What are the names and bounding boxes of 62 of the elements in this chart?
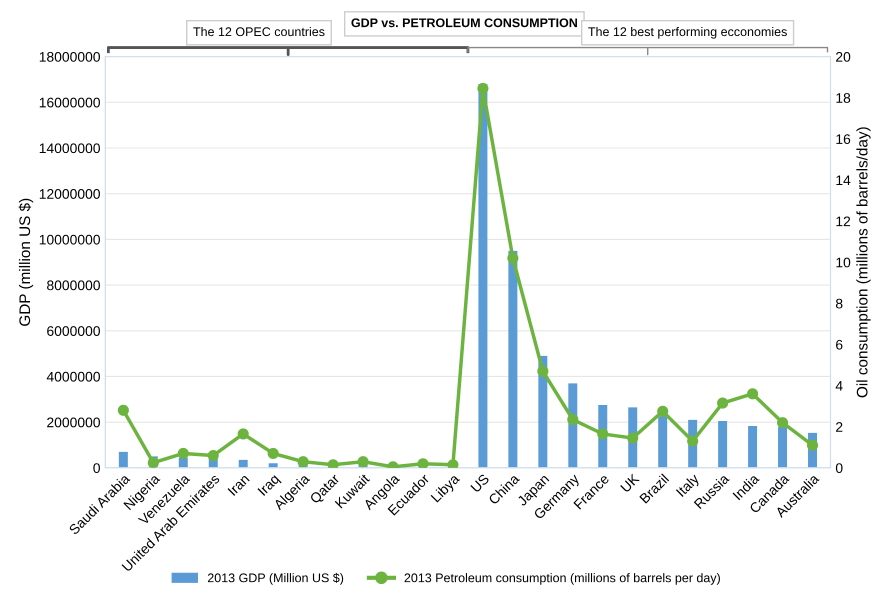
point [358, 456, 369, 468]
y2-tick-label: 8 [836, 298, 842, 309]
point [717, 398, 728, 409]
y-tick-label: 18000000 [40, 52, 100, 62]
y-tick-label: 2000000 [47, 418, 100, 428]
point [328, 459, 339, 468]
text: The 12 OPEC countries [193, 26, 325, 36]
point [507, 252, 518, 264]
point [268, 448, 279, 460]
y-axis-title: GDP (million US $) [18, 198, 34, 326]
y2-tick-label: 4 [836, 381, 843, 391]
bar [508, 250, 518, 468]
bar [238, 460, 248, 468]
point [627, 432, 638, 444]
y2-axis-title: Oil consumption (millions of barrels/day) [856, 127, 871, 398]
y2-tick-label: 10 [836, 258, 850, 268]
point [687, 436, 698, 447]
y2-tick-label: 16 [836, 134, 850, 144]
y2-tick-label: 0 [836, 463, 843, 474]
y-tick-label: 8000000 [47, 280, 100, 290]
legend-label: 2013 GDP (Million US $) [208, 572, 344, 585]
y-tick-label: 16000000 [40, 98, 100, 108]
y2-tick-label: 20 [836, 52, 850, 62]
point [477, 82, 488, 94]
bar [178, 458, 188, 468]
bar [718, 421, 728, 468]
point [447, 459, 459, 468]
y-tick-label: 10000000 [40, 234, 100, 245]
chart-title: GDP vs. PETROLEUM CONSUMPTION [351, 18, 577, 28]
y2-tick-label: 18 [836, 93, 850, 103]
y2-tick-label: 12 [836, 216, 850, 226]
y2-tick-label: 2 [836, 422, 842, 432]
y-tick-label: 14000000 [40, 143, 100, 154]
y2-tick-label: 14 [836, 175, 850, 186]
y2-tick-label: 6 [836, 340, 842, 350]
point [747, 388, 758, 400]
point [597, 428, 608, 440]
point [238, 428, 249, 440]
point [567, 414, 578, 426]
y-tick-label: 4000000 [46, 372, 100, 382]
legend-label: 2013 Petroleum consumption (millions of barrels per day) [404, 573, 720, 585]
text: The 12 best performing ecconomies [588, 26, 787, 39]
point [417, 458, 429, 468]
point [208, 450, 219, 462]
point [657, 406, 668, 417]
point [776, 417, 788, 428]
point [178, 448, 189, 460]
bar [118, 452, 128, 468]
bar [478, 84, 488, 468]
bar [748, 426, 758, 468]
point [537, 366, 548, 377]
x-tick-label: UK [620, 473, 640, 493]
point [806, 440, 818, 451]
y-tick-label: 12000000 [40, 189, 100, 199]
bar [658, 416, 668, 468]
point [118, 404, 129, 416]
x-tick-label: US [470, 473, 490, 493]
x-tick-label: Iran [228, 474, 250, 496]
point [298, 456, 309, 468]
bar [778, 426, 788, 468]
y-tick-label: 0 [93, 463, 100, 474]
y-tick-label: 6000000 [47, 326, 100, 336]
